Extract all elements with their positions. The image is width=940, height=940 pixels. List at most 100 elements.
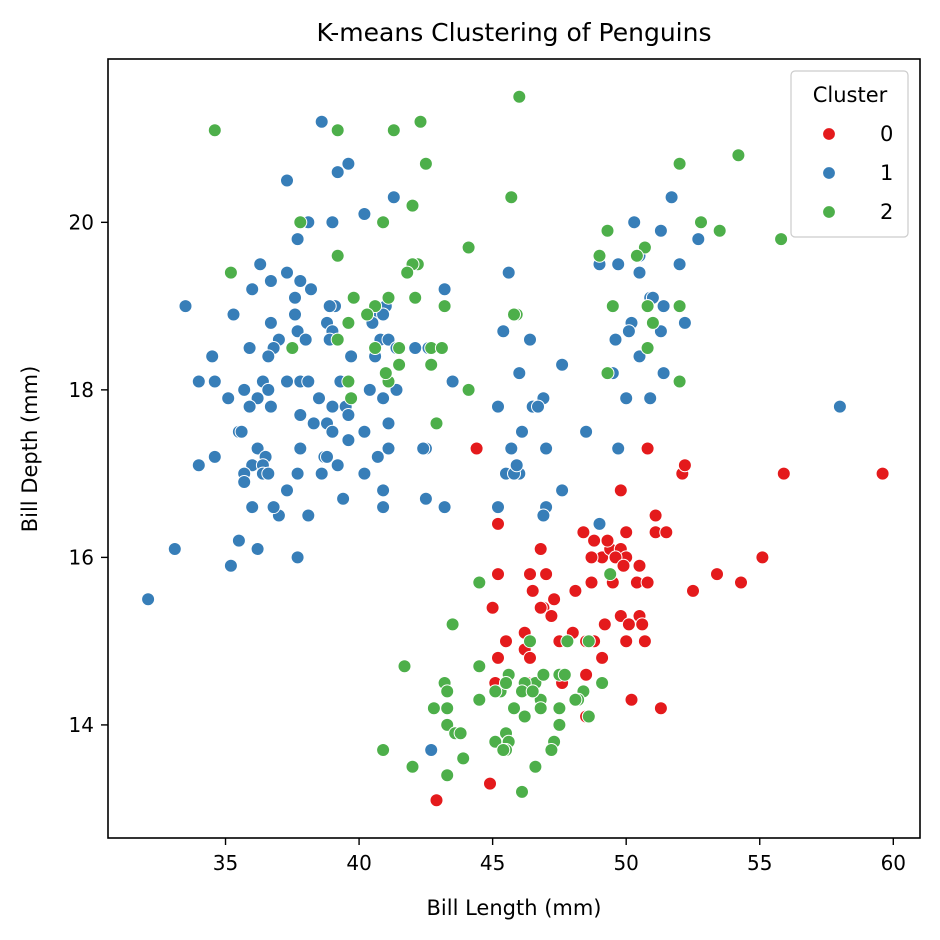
point-cluster-2: [330, 123, 345, 138]
point-cluster-0: [653, 701, 668, 716]
point-cluster-2: [544, 743, 559, 757]
point-cluster-1: [280, 483, 294, 498]
point-cluster-1: [357, 207, 372, 221]
point-cluster-2: [429, 416, 444, 431]
legend-marker-1: [821, 165, 837, 181]
point-cluster-1: [381, 332, 396, 347]
point-cluster-2: [517, 709, 532, 724]
point-cluster-1: [207, 374, 222, 389]
point-cluster-1: [263, 274, 278, 288]
point-cluster-0: [491, 516, 505, 531]
point-cluster-0: [640, 575, 655, 590]
point-cluster-2: [645, 315, 660, 330]
point-cluster-1: [280, 374, 294, 389]
point-cluster-2: [360, 307, 375, 322]
point-cluster-0: [576, 525, 591, 540]
point-cluster-0: [613, 609, 628, 623]
y-tick-label: 20: [69, 210, 94, 234]
point-cluster-2: [368, 299, 383, 314]
point-cluster-1: [536, 508, 551, 523]
point-cluster-0: [584, 550, 599, 565]
point-cluster-2: [528, 759, 543, 774]
point-cluster-1: [523, 332, 537, 347]
point-cluster-1: [619, 391, 634, 406]
point-cluster-2: [405, 198, 420, 213]
y-axis-label: Bill Depth (mm): [18, 366, 42, 533]
point-cluster-2: [507, 701, 521, 716]
point-cluster-1: [191, 458, 206, 473]
point-cluster-0: [533, 542, 548, 556]
point-cluster-1: [304, 282, 318, 297]
point-cluster-2: [392, 341, 407, 355]
point-cluster-1: [376, 391, 391, 406]
point-cluster-0: [632, 558, 647, 573]
point-cluster-1: [325, 424, 340, 439]
point-cluster-1: [237, 475, 252, 489]
point-cluster-2: [672, 299, 687, 314]
point-cluster-1: [320, 449, 334, 464]
point-cluster-1: [245, 282, 260, 297]
legend-marker-2: [821, 204, 837, 220]
point-cluster-2: [515, 784, 529, 799]
point-cluster-2: [507, 307, 521, 322]
point-cluster-2: [330, 332, 345, 347]
legend-label-0: 0: [880, 122, 893, 146]
point-cluster-2: [285, 341, 300, 355]
point-cluster-1: [357, 466, 372, 481]
x-tick-label: 40: [346, 851, 371, 875]
plot-area-frame: [107, 58, 921, 839]
point-cluster-2: [368, 341, 383, 355]
point-cluster-2: [472, 575, 487, 590]
point-cluster-2: [453, 726, 468, 741]
point-cluster-0: [544, 609, 559, 623]
point-cluster-1: [314, 466, 329, 481]
point-cluster-1: [632, 265, 647, 280]
y-tick-label: 18: [69, 378, 94, 402]
point-cluster-1: [205, 349, 220, 364]
point-cluster-2: [472, 692, 487, 707]
point-cluster-0: [710, 567, 724, 582]
point-cluster-0: [619, 525, 634, 540]
point-cluster-1: [167, 542, 182, 556]
point-cluster-1: [250, 542, 265, 556]
point-cluster-0: [525, 583, 540, 598]
point-cluster-1: [341, 433, 356, 448]
point-cluster-0: [677, 458, 692, 473]
point-cluster-0: [875, 466, 890, 481]
point-cluster-2: [397, 659, 412, 674]
point-cluster-2: [774, 232, 789, 247]
point-cluster-2: [434, 341, 449, 355]
point-cluster-2: [488, 684, 503, 699]
point-cluster-1: [290, 550, 305, 565]
point-cluster-1: [608, 332, 623, 347]
point-cluster-2: [600, 223, 615, 238]
point-cluster-2: [376, 215, 391, 230]
point-cluster-2: [672, 374, 687, 389]
point-cluster-2: [600, 366, 615, 381]
point-cluster-1: [437, 500, 452, 515]
point-cluster-0: [568, 583, 583, 598]
point-cluster-2: [408, 290, 423, 305]
point-cluster-1: [301, 508, 316, 523]
point-cluster-1: [141, 592, 156, 607]
point-cluster-0: [491, 650, 505, 665]
point-cluster-1: [330, 165, 345, 180]
x-tick-label: 60: [881, 851, 906, 875]
point-cluster-2: [731, 148, 746, 163]
point-cluster-1: [539, 441, 554, 456]
point-cluster-2: [400, 265, 415, 280]
legend-title: Cluster: [813, 83, 888, 107]
point-cluster-1: [231, 533, 246, 548]
point-cluster-1: [437, 282, 452, 297]
point-cluster-1: [226, 307, 241, 322]
point-cluster-2: [504, 190, 519, 205]
point-cluster-2: [346, 290, 361, 305]
point-cluster-1: [301, 374, 316, 389]
point-cluster-1: [330, 458, 345, 473]
point-cluster-1: [312, 391, 326, 406]
point-cluster-1: [288, 290, 302, 305]
point-cluster-1: [288, 307, 302, 322]
point-cluster-1: [290, 232, 305, 247]
point-cluster-1: [501, 265, 516, 280]
